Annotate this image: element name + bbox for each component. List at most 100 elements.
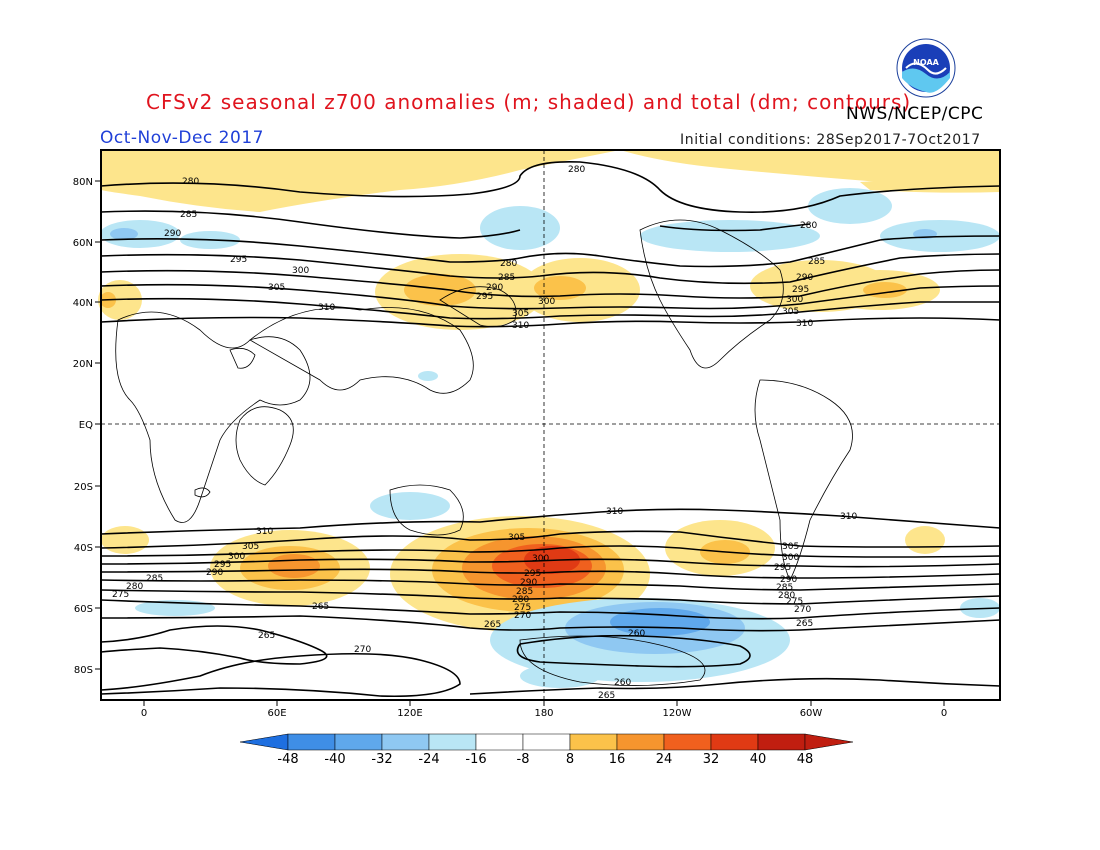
contour-label: 295 (792, 285, 809, 295)
lat-label: 80S (74, 665, 93, 676)
contour-label: 270 (794, 605, 811, 615)
contour-label: 300 (532, 554, 549, 564)
contour-label: 295 (230, 255, 247, 265)
contour-label: 300 (292, 266, 309, 276)
contour-label: 295 (214, 560, 231, 570)
colorbar-segment (663, 733, 712, 751)
contour-label: 295 (774, 563, 791, 573)
colorbar-tick-label: 48 (797, 752, 814, 767)
colorbar-tick-label: -48 (277, 752, 298, 767)
contour-label: 285 (776, 583, 793, 593)
contour-label: 305 (242, 542, 259, 552)
colorbar-tick-label: -16 (465, 752, 486, 767)
noaa-logo: NOAA (896, 38, 956, 98)
colorbar-tick-label: -40 (324, 752, 345, 767)
agency-label: NWS/NCEP/CPC (846, 104, 984, 124)
contour-label: 265 (312, 602, 329, 612)
contour-label: 305 (782, 307, 799, 317)
colorbar-tick-label: 32 (703, 752, 720, 767)
colorbar-segment (475, 733, 524, 751)
contour-label: 305 (512, 309, 529, 319)
contour-label: 310 (606, 507, 623, 517)
colorbar-segment (757, 733, 806, 751)
colorbar-arrow-high (804, 733, 854, 751)
contour-label: 285 (498, 273, 515, 283)
contour-label: 310 (256, 527, 273, 537)
colorbar-arrow-low (239, 733, 289, 751)
colorbar-tick-label: 40 (750, 752, 767, 767)
contour-label: 295 (476, 292, 493, 302)
colorbar-tick-label: -24 (418, 752, 439, 767)
contour-label: 305 (782, 542, 799, 552)
lat-label: 60S (74, 604, 93, 615)
contour-label: 280 (126, 582, 143, 592)
lon-label: 60W (800, 708, 823, 719)
axis-ticks (95, 180, 945, 706)
contour-label: 280 (800, 221, 817, 231)
contour-label: 305 (268, 283, 285, 293)
reference-lines (101, 150, 1000, 700)
contour-label: 270 (514, 611, 531, 621)
colorbar-tick-label: 24 (656, 752, 673, 767)
lat-label: 40N (73, 298, 93, 309)
contour-label: 265 (484, 620, 501, 630)
contour-label: 285 (146, 574, 163, 584)
lon-label: 0 (941, 708, 947, 719)
contour-label: 280 (568, 165, 585, 175)
contour-label: 280 (512, 595, 529, 605)
contour-label: 290 (206, 568, 223, 578)
contour-label: 290 (164, 229, 181, 239)
colorbar-segment (428, 733, 477, 751)
colorbar-segment (710, 733, 759, 751)
contour-label: 300 (538, 297, 555, 307)
contour-label: 265 (796, 619, 813, 629)
latitude-labels: 80N 60N 40N 20N EQ 20S 40S 60S 80S (73, 177, 93, 676)
lon-label: 120E (397, 708, 422, 719)
contour-label: 300 (782, 553, 799, 563)
contour-label: 290 (486, 283, 503, 293)
colorbar-tick-label: 8 (566, 752, 574, 767)
contour-label: 305 (508, 533, 525, 543)
contour-label: 290 (520, 578, 537, 588)
contour-label: 300 (786, 295, 803, 305)
lat-label: 40S (74, 543, 93, 554)
lon-label: 120W (663, 708, 692, 719)
lat-label: 60N (73, 238, 93, 249)
colorbar-tick-label: -8 (517, 752, 530, 767)
colorbar: -48 -40 -32 -24 -16 -8 8 16 24 32 40 48 (239, 733, 854, 767)
lon-label: 0 (141, 708, 147, 719)
contour-label: 260 (614, 678, 631, 688)
contour-label: 265 (258, 631, 275, 641)
initial-conditions: Initial conditions: 28Sep2017-7Oct2017 (680, 132, 981, 148)
contour-label: 275 (786, 597, 803, 607)
lat-label: 80N (73, 177, 93, 188)
lon-label: 60E (267, 708, 286, 719)
lat-label: EQ (79, 420, 93, 431)
contour-label: 285 (808, 257, 825, 267)
map-frame (100, 149, 1001, 701)
map-title: CFSv2 seasonal z700 anomalies (m; shaded… (146, 90, 912, 114)
colorbar-segment (616, 733, 665, 751)
colorbar-tick-label: -32 (371, 752, 392, 767)
lon-label: 180 (534, 708, 553, 719)
contour-label: 310 (840, 512, 857, 522)
lat-label: 20S (74, 482, 93, 493)
colorbar-segment (287, 733, 336, 751)
contour-label: 280 (778, 591, 795, 601)
forecast-period: Oct-Nov-Dec 2017 (100, 128, 264, 148)
contour-label: 275 (514, 603, 531, 613)
contour-label: 285 (180, 210, 197, 220)
anomaly-shading (98, 150, 1000, 688)
contour-label: 310 (512, 321, 529, 331)
colorbar-tick-label: 16 (609, 752, 626, 767)
contour-label: 295 (524, 569, 541, 579)
colorbar-segment (381, 733, 430, 751)
contour-label: 280 (182, 177, 199, 187)
contour-labels: 280 280 285 290 295 300 305 310 280 285 … (112, 165, 857, 701)
colorbar-segment (334, 733, 383, 751)
contour-label: 310 (318, 303, 335, 313)
contour-label: 290 (780, 575, 797, 585)
height-contours (100, 160, 1001, 698)
noaa-logo-text: NOAA (913, 58, 939, 67)
